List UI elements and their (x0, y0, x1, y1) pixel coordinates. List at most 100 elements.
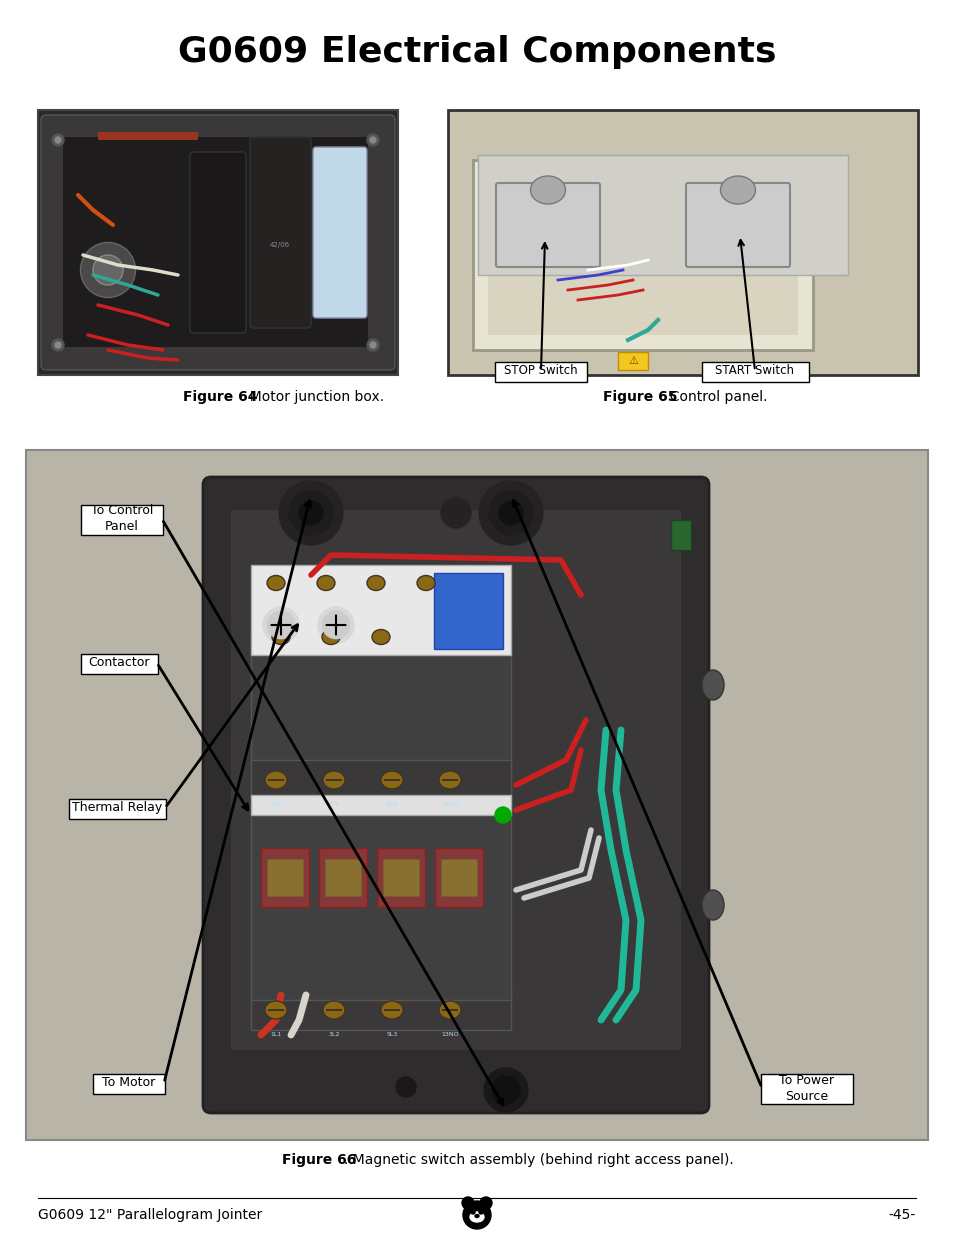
Text: Figure 64: Figure 64 (183, 390, 257, 404)
Ellipse shape (720, 177, 755, 204)
FancyBboxPatch shape (760, 1074, 852, 1104)
FancyBboxPatch shape (267, 860, 303, 897)
Text: 14NO: 14NO (440, 803, 458, 808)
FancyBboxPatch shape (81, 655, 158, 674)
FancyBboxPatch shape (488, 175, 797, 335)
Circle shape (462, 1200, 491, 1229)
Circle shape (367, 135, 378, 146)
Ellipse shape (470, 1212, 483, 1221)
Circle shape (479, 1197, 492, 1209)
Text: To Control
Panel: To Control Panel (91, 505, 153, 534)
Ellipse shape (380, 771, 402, 789)
Circle shape (298, 501, 323, 525)
Text: 42/06: 42/06 (270, 242, 290, 248)
Circle shape (471, 1210, 475, 1214)
Text: STOP Switch: STOP Switch (503, 364, 578, 378)
FancyBboxPatch shape (382, 860, 418, 897)
Ellipse shape (316, 576, 335, 590)
Text: G0609 12" Parallelogram Jointer: G0609 12" Parallelogram Jointer (38, 1208, 262, 1221)
Circle shape (322, 611, 350, 638)
Ellipse shape (265, 1002, 287, 1019)
Ellipse shape (701, 671, 723, 700)
Text: -45-: -45- (888, 1208, 915, 1221)
FancyBboxPatch shape (477, 156, 847, 275)
Circle shape (289, 492, 333, 535)
Circle shape (367, 338, 378, 351)
Circle shape (478, 480, 542, 545)
FancyBboxPatch shape (685, 183, 789, 267)
FancyBboxPatch shape (435, 848, 482, 906)
FancyBboxPatch shape (495, 362, 586, 382)
Ellipse shape (475, 1214, 478, 1218)
FancyBboxPatch shape (618, 352, 647, 370)
Text: Figure 65: Figure 65 (602, 390, 677, 404)
Ellipse shape (323, 771, 345, 789)
FancyBboxPatch shape (473, 161, 812, 350)
FancyBboxPatch shape (325, 860, 360, 897)
Ellipse shape (92, 254, 123, 285)
Ellipse shape (438, 771, 460, 789)
Circle shape (55, 137, 61, 143)
Ellipse shape (80, 242, 135, 298)
FancyBboxPatch shape (440, 860, 476, 897)
Circle shape (317, 606, 354, 643)
Circle shape (395, 1077, 416, 1097)
FancyBboxPatch shape (318, 848, 367, 906)
FancyBboxPatch shape (251, 795, 511, 815)
Circle shape (440, 498, 471, 529)
Text: 5L3: 5L3 (386, 1032, 397, 1037)
Ellipse shape (438, 1002, 460, 1019)
Circle shape (370, 137, 375, 143)
Text: 4T2: 4T2 (328, 803, 339, 808)
Circle shape (52, 338, 64, 351)
Circle shape (263, 606, 298, 643)
Circle shape (492, 1076, 519, 1104)
Text: 3L2: 3L2 (328, 1032, 339, 1037)
Ellipse shape (367, 576, 385, 590)
Text: G0609 Electrical Components: G0609 Electrical Components (177, 35, 776, 69)
Text: . Magnetic switch assembly (behind right access panel).: . Magnetic switch assembly (behind right… (344, 1153, 733, 1167)
FancyBboxPatch shape (98, 132, 198, 140)
FancyBboxPatch shape (231, 510, 680, 1050)
Text: 1L1: 1L1 (270, 1032, 281, 1037)
Circle shape (495, 806, 511, 823)
Text: Figure 66: Figure 66 (282, 1153, 356, 1167)
Ellipse shape (265, 771, 287, 789)
FancyBboxPatch shape (261, 848, 309, 906)
Text: . Control panel.: . Control panel. (660, 390, 767, 404)
Ellipse shape (272, 630, 290, 645)
Text: ⚠: ⚠ (627, 356, 638, 366)
Ellipse shape (267, 576, 285, 590)
Circle shape (267, 611, 294, 638)
Circle shape (498, 501, 522, 525)
FancyBboxPatch shape (63, 137, 368, 347)
FancyBboxPatch shape (38, 110, 397, 375)
FancyBboxPatch shape (251, 564, 511, 655)
Text: 2T1: 2T1 (270, 803, 281, 808)
Text: To Motor: To Motor (102, 1077, 155, 1089)
FancyBboxPatch shape (496, 183, 599, 267)
FancyBboxPatch shape (69, 799, 166, 819)
FancyBboxPatch shape (251, 630, 511, 1000)
FancyBboxPatch shape (434, 573, 502, 650)
FancyBboxPatch shape (26, 450, 927, 1140)
Circle shape (483, 1068, 527, 1112)
Circle shape (52, 135, 64, 146)
Ellipse shape (322, 630, 339, 645)
FancyBboxPatch shape (41, 115, 395, 370)
Text: Contactor: Contactor (89, 657, 150, 669)
Text: To Power
Source: To Power Source (779, 1073, 834, 1103)
Circle shape (370, 342, 375, 348)
Circle shape (278, 480, 343, 545)
FancyBboxPatch shape (670, 520, 690, 550)
Ellipse shape (323, 1002, 345, 1019)
Ellipse shape (416, 576, 435, 590)
FancyBboxPatch shape (251, 760, 511, 800)
FancyBboxPatch shape (203, 477, 708, 1113)
FancyBboxPatch shape (190, 152, 246, 333)
Ellipse shape (530, 177, 565, 204)
Circle shape (489, 492, 533, 535)
Text: 13NO: 13NO (440, 1032, 458, 1037)
Ellipse shape (372, 630, 390, 645)
FancyBboxPatch shape (701, 362, 808, 382)
